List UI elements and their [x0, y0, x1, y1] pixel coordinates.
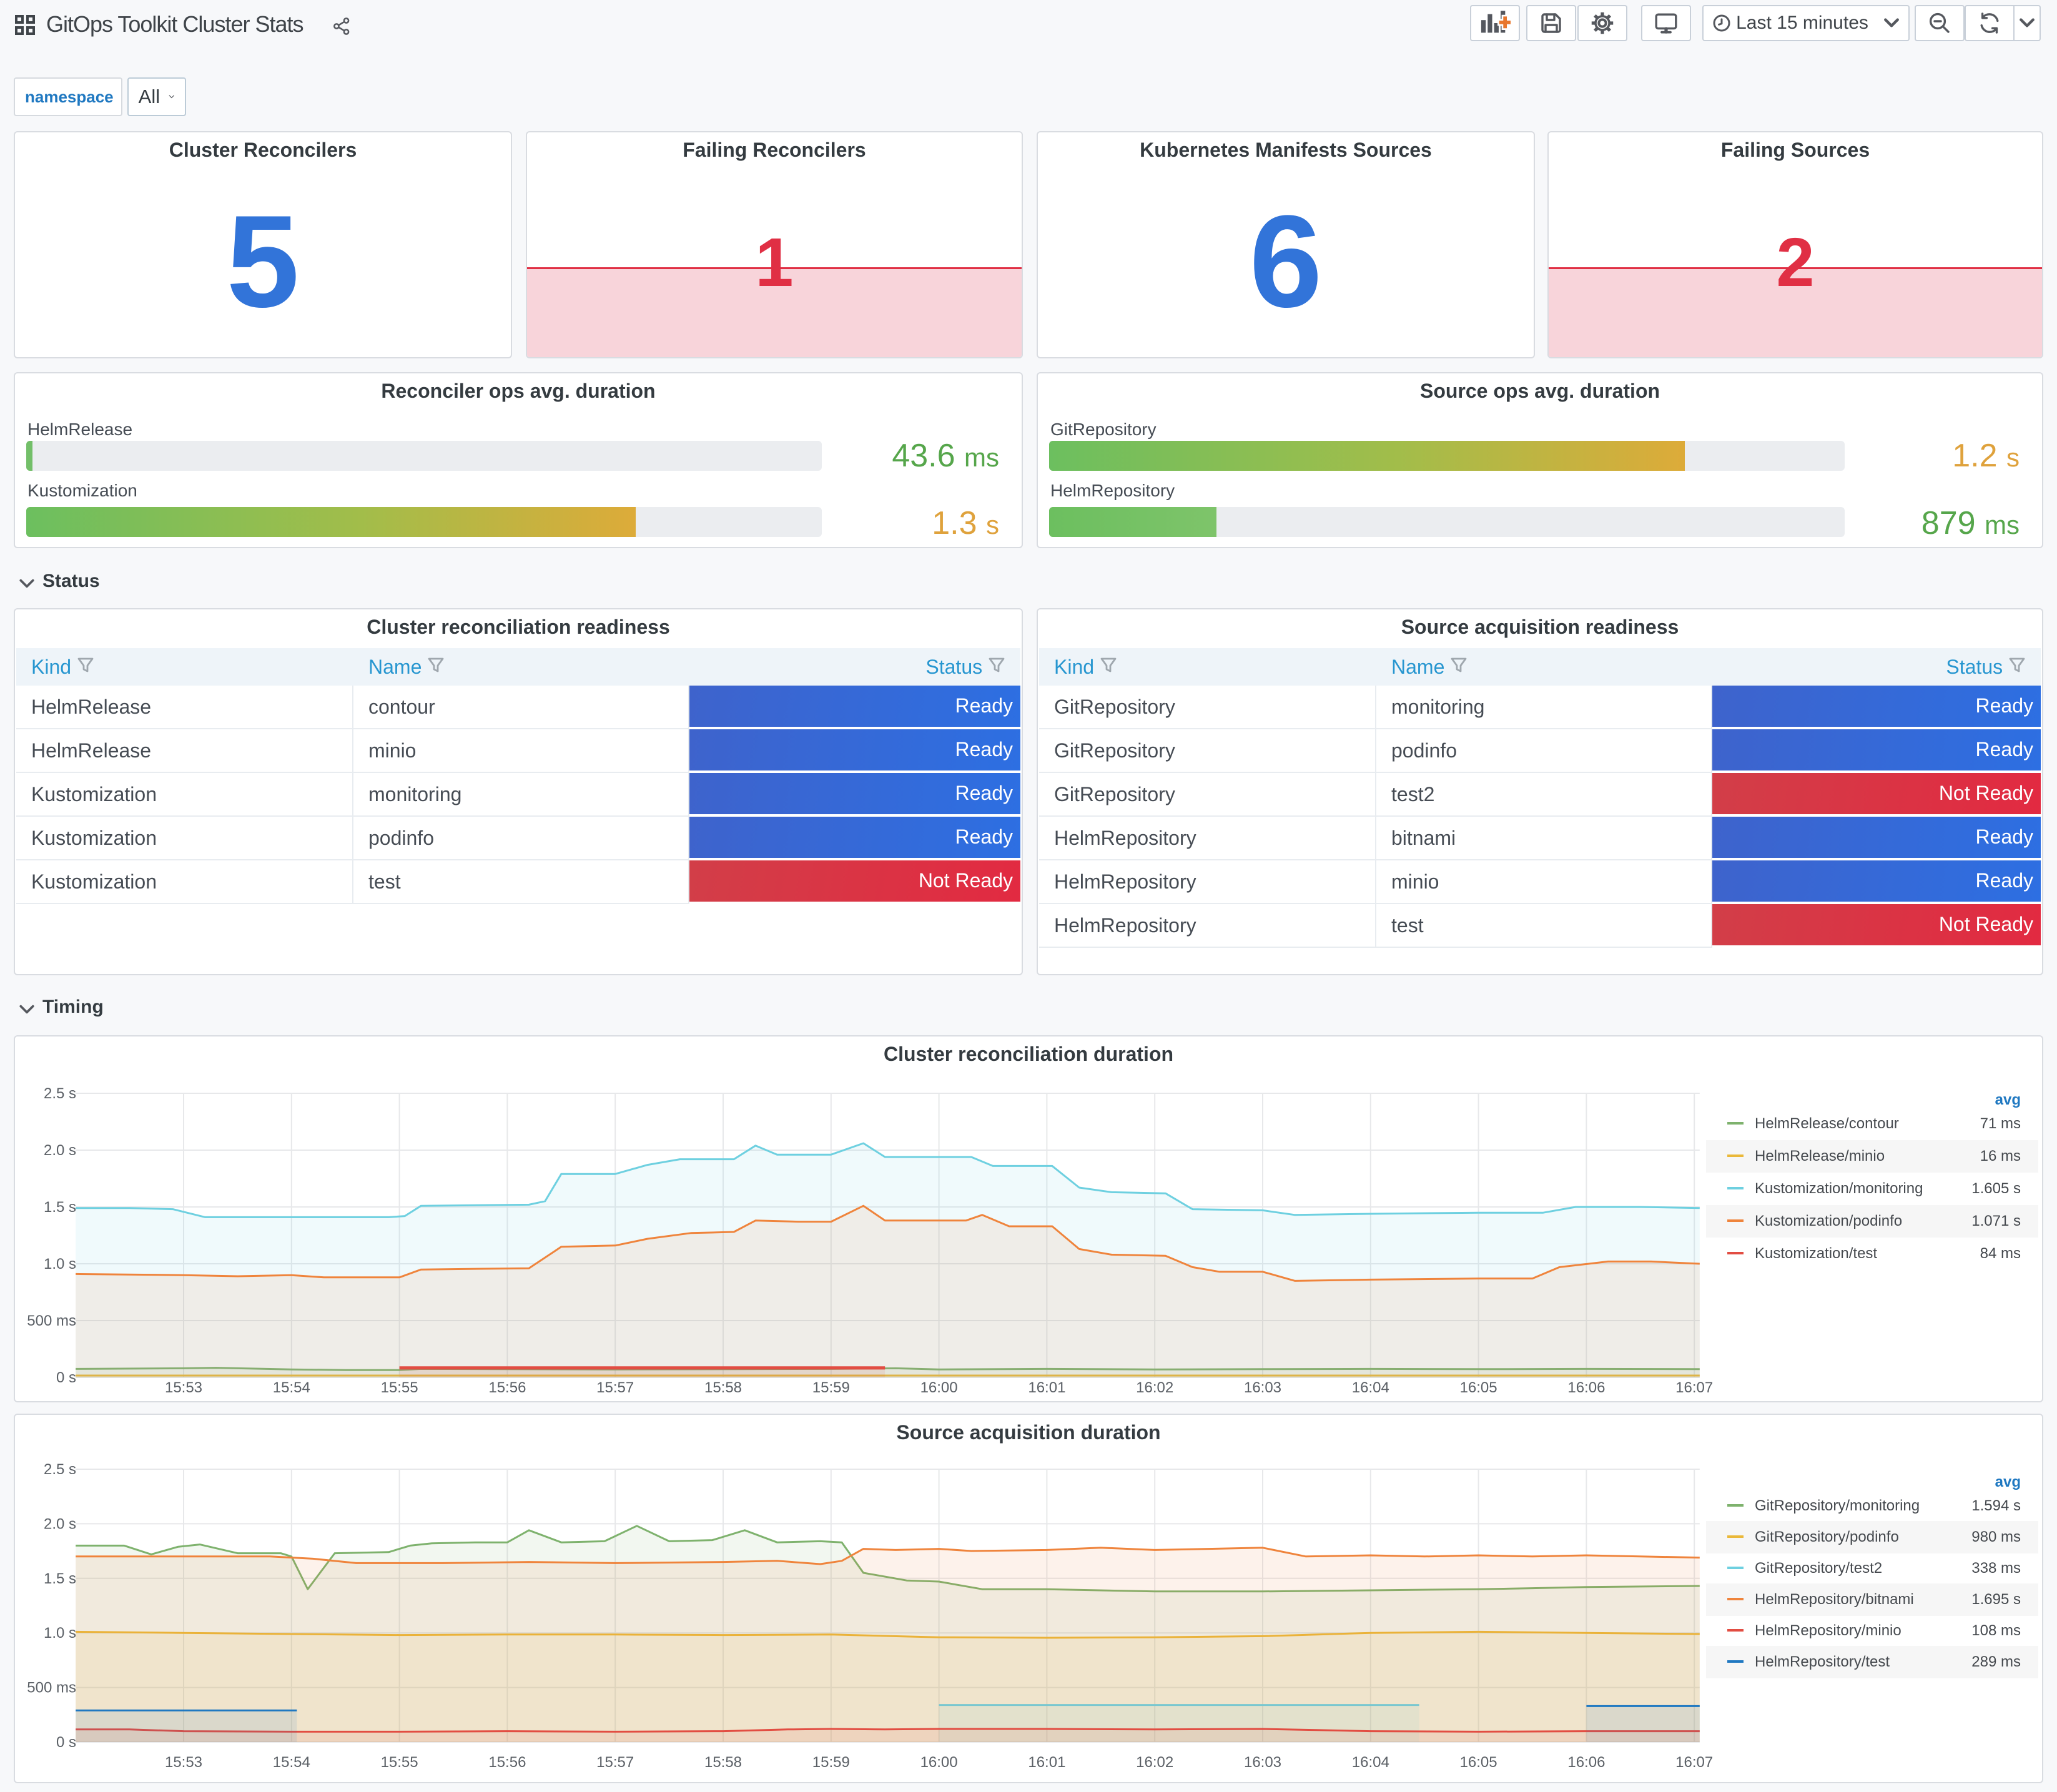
svg-text:15:59: 15:59	[812, 1754, 850, 1771]
svg-text:15:57: 15:57	[596, 1379, 634, 1396]
svg-text:500 ms: 500 ms	[27, 1312, 76, 1329]
svg-text:1.5 s: 1.5 s	[44, 1570, 76, 1587]
svg-text:16:07: 16:07	[1675, 1379, 1713, 1396]
svg-text:15:56: 15:56	[488, 1754, 526, 1771]
svg-text:16:01: 16:01	[1028, 1379, 1065, 1396]
svg-text:16:01: 16:01	[1028, 1754, 1065, 1771]
svg-text:15:55: 15:55	[381, 1379, 418, 1396]
svg-text:15:54: 15:54	[273, 1754, 310, 1771]
svg-text:16:00: 16:00	[920, 1379, 958, 1396]
svg-text:0 s: 0 s	[56, 1369, 76, 1386]
svg-text:16:05: 16:05	[1460, 1379, 1497, 1396]
svg-text:2.5 s: 2.5 s	[44, 1461, 76, 1478]
svg-text:16:04: 16:04	[1352, 1379, 1389, 1396]
svg-text:16:03: 16:03	[1244, 1379, 1281, 1396]
svg-text:16:05: 16:05	[1460, 1754, 1497, 1771]
svg-text:15:53: 15:53	[165, 1379, 202, 1396]
svg-text:15:53: 15:53	[165, 1754, 202, 1771]
svg-text:16:00: 16:00	[920, 1754, 958, 1771]
svg-text:15:54: 15:54	[273, 1379, 310, 1396]
svg-text:1.0 s: 1.0 s	[44, 1625, 76, 1642]
svg-text:2.0 s: 2.0 s	[44, 1142, 76, 1159]
svg-text:16:04: 16:04	[1352, 1754, 1389, 1771]
svg-text:0 s: 0 s	[56, 1734, 76, 1751]
svg-text:16:06: 16:06	[1567, 1379, 1605, 1396]
svg-text:1.5 s: 1.5 s	[44, 1199, 76, 1216]
svg-text:1.0 s: 1.0 s	[44, 1256, 76, 1273]
svg-text:16:06: 16:06	[1567, 1754, 1605, 1771]
svg-text:500 ms: 500 ms	[27, 1680, 76, 1696]
svg-text:15:59: 15:59	[812, 1379, 850, 1396]
svg-text:16:07: 16:07	[1675, 1754, 1713, 1771]
svg-text:2.0 s: 2.0 s	[44, 1515, 76, 1532]
svg-text:15:55: 15:55	[381, 1754, 418, 1771]
svg-text:16:02: 16:02	[1136, 1754, 1173, 1771]
svg-text:2.5 s: 2.5 s	[44, 1085, 76, 1102]
svg-text:15:57: 15:57	[596, 1754, 634, 1771]
svg-text:15:58: 15:58	[704, 1379, 742, 1396]
svg-text:15:56: 15:56	[488, 1379, 526, 1396]
svg-text:16:03: 16:03	[1244, 1754, 1281, 1771]
svg-text:16:02: 16:02	[1136, 1379, 1173, 1396]
svg-text:15:58: 15:58	[704, 1754, 742, 1771]
